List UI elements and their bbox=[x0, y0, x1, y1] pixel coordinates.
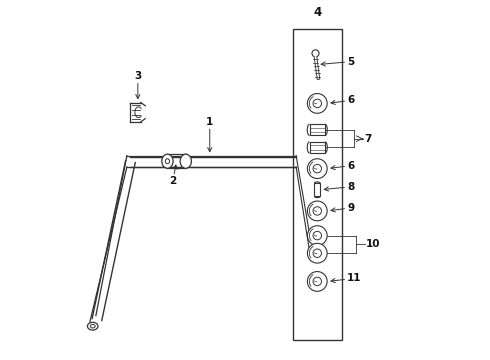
Bar bbox=[315, 183, 320, 197]
Circle shape bbox=[313, 231, 321, 240]
Bar bbox=[293, 30, 342, 339]
Circle shape bbox=[313, 165, 321, 173]
Text: 7: 7 bbox=[364, 134, 371, 144]
Bar bbox=[310, 142, 325, 153]
Circle shape bbox=[313, 207, 321, 215]
Ellipse shape bbox=[162, 154, 173, 168]
Text: 2: 2 bbox=[169, 165, 177, 186]
Text: 9: 9 bbox=[331, 203, 354, 213]
Bar bbox=[310, 124, 325, 135]
Text: 6: 6 bbox=[331, 161, 354, 171]
Circle shape bbox=[307, 201, 327, 221]
Ellipse shape bbox=[180, 154, 192, 168]
Text: 5: 5 bbox=[321, 57, 354, 67]
Text: 3: 3 bbox=[134, 71, 142, 99]
Text: 11: 11 bbox=[331, 274, 362, 283]
Text: 8: 8 bbox=[324, 182, 354, 192]
Circle shape bbox=[313, 99, 321, 108]
Circle shape bbox=[313, 277, 321, 285]
Text: 10: 10 bbox=[366, 239, 380, 249]
Text: 1: 1 bbox=[206, 117, 213, 152]
Text: 6: 6 bbox=[331, 95, 354, 105]
Ellipse shape bbox=[165, 159, 170, 164]
Circle shape bbox=[307, 159, 327, 179]
Circle shape bbox=[312, 50, 319, 57]
Text: 4: 4 bbox=[313, 6, 321, 19]
Circle shape bbox=[307, 271, 327, 291]
Circle shape bbox=[307, 226, 327, 246]
Circle shape bbox=[307, 94, 327, 113]
Circle shape bbox=[307, 243, 327, 263]
Circle shape bbox=[313, 249, 321, 257]
